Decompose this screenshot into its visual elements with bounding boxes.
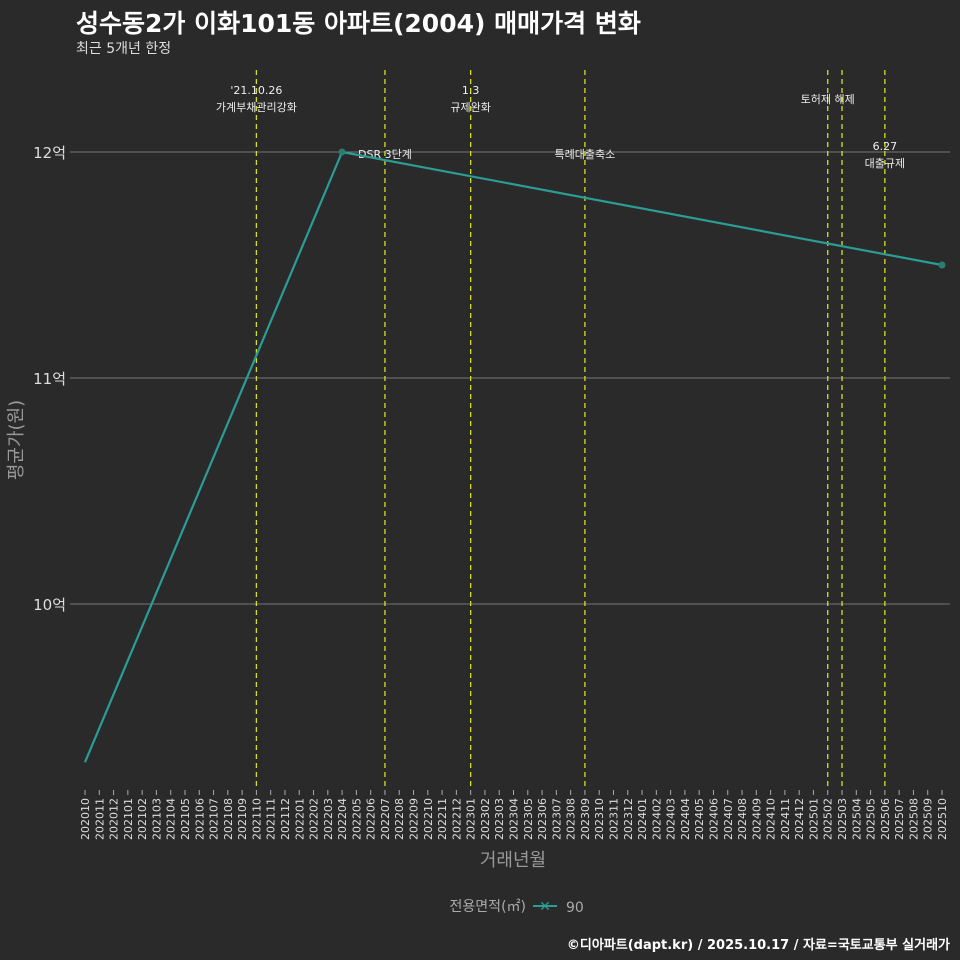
y-tick-label: 10억: [33, 596, 66, 614]
x-tick-label: 202211: [436, 798, 449, 840]
x-tick-label: 202012: [108, 798, 121, 840]
x-tick-label: 202111: [265, 798, 278, 840]
x-tick-label: 202310: [593, 798, 606, 840]
y-tick-label: 12억: [33, 144, 66, 162]
x-tick-label: 202311: [607, 798, 620, 840]
x-tick-label: 202408: [736, 798, 749, 840]
x-tick-label: 202104: [165, 798, 178, 840]
x-tick-label: 202306: [536, 798, 549, 840]
x-tick-label: 202307: [550, 798, 563, 840]
x-axis-title: 거래년월: [480, 850, 546, 871]
x-tick-label: 202112: [279, 798, 292, 840]
x-tick-label: 202509: [922, 798, 935, 840]
series-line: [83, 150, 943, 763]
x-tick-label: 202309: [579, 798, 592, 840]
x-tick-label: 202205: [350, 798, 363, 840]
event-label: '21.10.26: [230, 84, 282, 97]
data-point: [938, 261, 946, 269]
event-label: 대출규제: [865, 157, 905, 170]
x-tick-label: 202308: [565, 798, 578, 840]
x-tick-label: 202212: [450, 798, 463, 840]
y-tick-label: 11억: [33, 370, 66, 388]
x-tick-label: 202101: [122, 798, 135, 840]
x-tick-label: 202304: [508, 798, 521, 840]
x-tick-label: 202510: [936, 798, 949, 840]
x-tick-label: 202202: [308, 798, 321, 840]
x-tick-label: 202501: [807, 798, 820, 840]
x-tick-label: 202411: [779, 798, 792, 840]
x-tick-label: 202506: [879, 798, 892, 840]
x-tick-label: 202407: [722, 798, 735, 840]
x-tick-label: 202106: [193, 798, 206, 840]
x-tick-label: 202305: [522, 798, 535, 840]
event-label: 특례대출축소: [555, 148, 616, 161]
event-label: 6.27: [873, 140, 898, 153]
x-tick-label: 202108: [222, 798, 235, 840]
legend-entry: 90: [566, 900, 584, 916]
event-label: 1.3: [462, 84, 480, 97]
x-tick-label: 202507: [893, 798, 906, 840]
x-tick-label: 202107: [208, 798, 221, 840]
x-tick-label: 202105: [179, 798, 192, 840]
x-tick-label: 202508: [907, 798, 920, 840]
x-tick-label: 202206: [365, 798, 378, 840]
x-tick-label: 202505: [865, 798, 878, 840]
x-tick-label: 202502: [822, 798, 835, 840]
chart-subtitle: 최근 5개년 한정: [76, 41, 172, 57]
x-tick-label: 202201: [293, 798, 306, 840]
x-tick-label: 202503: [836, 798, 849, 840]
y-axis-title: 평균가(원): [6, 400, 27, 480]
data-point: [338, 148, 346, 156]
x-tick-label: 202210: [422, 798, 435, 840]
x-tick-label: 202406: [707, 798, 720, 840]
x-tick-label: 202401: [636, 798, 649, 840]
caption: ©디아파트(dapt.kr) / 2025.10.17 / 자료=국토교통부 실…: [566, 938, 950, 953]
x-tick-label: 202504: [850, 798, 863, 840]
legend-key-symbol: ✕: [539, 899, 551, 915]
x-tick-label: 202312: [622, 798, 635, 840]
x-tick-label: 202412: [793, 798, 806, 840]
x-tick-label: 202010: [79, 798, 92, 840]
x-tick-label: 202303: [493, 798, 506, 840]
x-tick-label: 202102: [136, 798, 149, 840]
x-tick-label: 202301: [465, 798, 478, 840]
event-label: 가계부채관리강화: [216, 101, 297, 114]
x-tick-label: 202109: [236, 798, 249, 840]
event-label: 토허제 해제: [801, 92, 855, 106]
legend-title: 전용면적(㎡): [450, 899, 526, 915]
event-label: 규제완화: [450, 101, 490, 114]
x-tick-label: 202405: [693, 798, 706, 840]
x-tick-label: 202403: [665, 798, 678, 840]
x-tick-label: 202409: [750, 798, 763, 840]
x-tick-label: 202302: [479, 798, 492, 840]
x-tick-label: 202110: [250, 798, 263, 840]
x-tick-label: 202208: [393, 798, 406, 840]
x-tick-label: 202103: [150, 798, 163, 840]
x-tick-label: 202402: [650, 798, 663, 840]
chart-title: 성수동2가 이화101동 아파트(2004) 매매가격 변화: [76, 9, 641, 38]
x-tick-label: 202203: [322, 798, 335, 840]
x-tick-label: 202209: [408, 798, 421, 840]
x-tick-label: 202207: [379, 798, 392, 840]
x-tick-label: 202404: [679, 798, 692, 840]
x-tick-label: 202011: [93, 798, 106, 840]
x-tick-label: 202410: [765, 798, 778, 840]
x-tick-label: 202204: [336, 798, 349, 840]
